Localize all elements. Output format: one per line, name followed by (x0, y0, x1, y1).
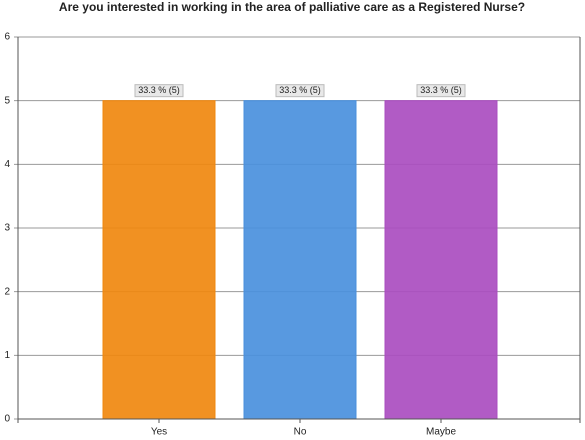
bar (384, 100, 498, 420)
chart-title: Are you interested in working in the are… (59, 0, 525, 14)
y-tick-label: 5 (4, 95, 10, 106)
y-tick-label: 6 (4, 32, 10, 43)
y-tick-label: 2 (4, 286, 10, 297)
value-label-box (416, 84, 466, 98)
y-tick-label: 3 (4, 223, 10, 234)
value-label: 33.3 % (5) (420, 85, 462, 95)
x-tick-label: Maybe (426, 427, 456, 438)
y-tick-label: 4 (4, 159, 10, 170)
y-tick-label: 1 (4, 350, 10, 361)
bar (102, 100, 216, 420)
y-tick-label: 0 (4, 414, 10, 425)
value-label: 33.3 % (5) (279, 85, 321, 95)
x-tick-label: No (294, 427, 307, 438)
value-label-box (275, 84, 325, 98)
value-label: 33.3 % (5) (138, 85, 180, 95)
value-label-box (134, 84, 184, 98)
x-tick-label: Yes (151, 427, 167, 438)
bar (243, 100, 357, 420)
